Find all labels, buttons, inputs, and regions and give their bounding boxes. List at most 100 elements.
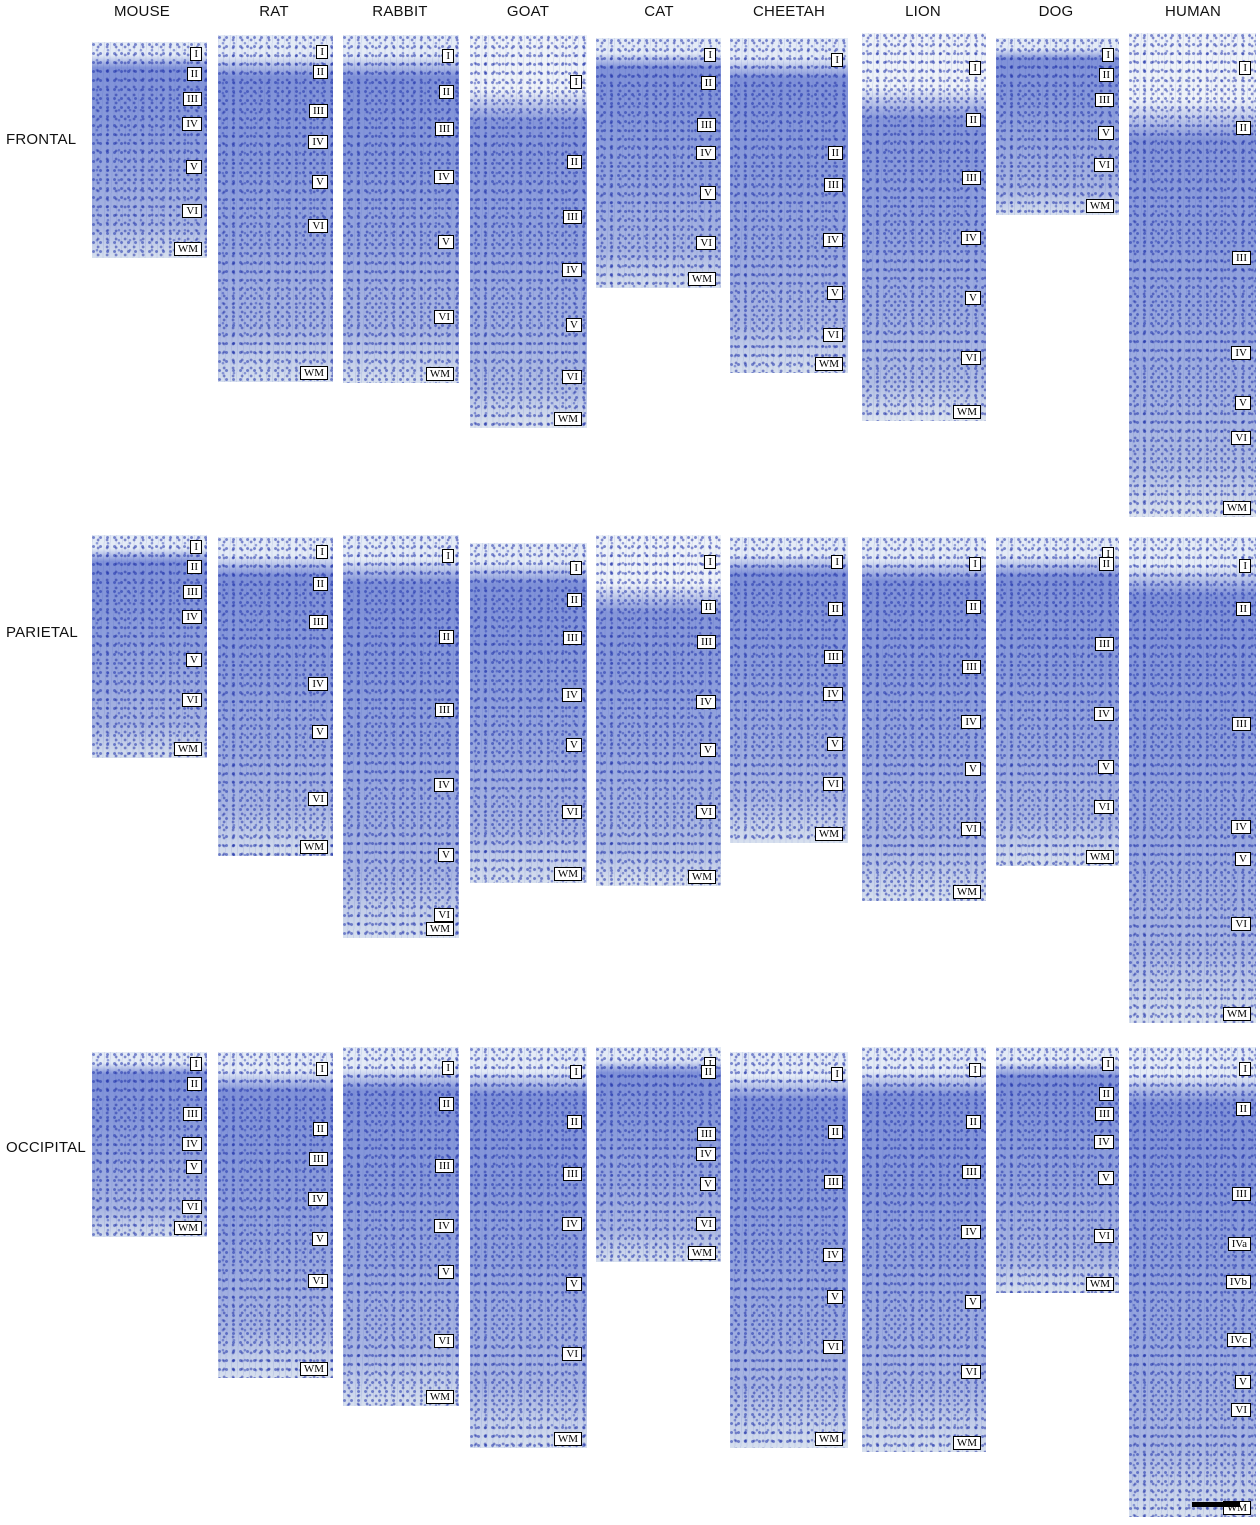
layer-label: VI	[1094, 1229, 1114, 1243]
section-frontal-mouse: I II III IV V VI WM	[92, 42, 207, 258]
layer-label: IV	[823, 1248, 843, 1262]
layer-label: II	[566, 155, 582, 169]
layer-label: III	[309, 1152, 328, 1166]
layer-label: II	[186, 560, 202, 574]
layer-label: III	[435, 1159, 454, 1173]
layer-label: VI	[1231, 431, 1251, 445]
layer-label: II	[700, 1065, 716, 1079]
layer-label: IV	[696, 695, 716, 709]
layer-label: IV	[562, 688, 582, 702]
layer-label: I	[1102, 48, 1114, 62]
section-parietal-rat: I II III IV V VI WM	[218, 537, 333, 856]
layer-label: WM	[1222, 1007, 1251, 1021]
layer-label: I	[969, 557, 981, 571]
layer-label: VI	[823, 1340, 843, 1354]
layer-label: IV	[562, 1217, 582, 1231]
section-parietal-mouse: I II III IV V VI WM	[92, 535, 207, 758]
layer-label: II	[700, 76, 716, 90]
section-parietal-lion: I II III IV V VI WM	[862, 537, 986, 901]
layer-label: II	[1098, 68, 1114, 82]
section-parietal-rabbit: I II III IV V VI WM	[343, 535, 459, 938]
layer-label: III	[1232, 717, 1251, 731]
layer-label: III	[309, 615, 328, 629]
layer-label: WM	[1085, 199, 1114, 213]
layer-label: IV	[823, 233, 843, 247]
layer-label: IV	[696, 1147, 716, 1161]
layer-label: I	[831, 1067, 843, 1081]
layer-label: I	[831, 53, 843, 67]
layer-label: I	[190, 1057, 202, 1071]
layer-label: II	[566, 1115, 582, 1129]
layer-label: V	[186, 160, 202, 174]
layer-label: I	[442, 1061, 454, 1075]
layer-label: WM	[814, 1432, 843, 1446]
layer-label: II	[1235, 1102, 1251, 1116]
layer-label: VI	[961, 822, 981, 836]
layer-label: WM	[425, 922, 454, 936]
section-occipital-goat: I II III IV V VI WM	[470, 1047, 587, 1448]
layer-label: VI	[562, 805, 582, 819]
layer-label: VI	[182, 204, 202, 218]
layer-label: V	[700, 186, 716, 200]
layer-label: WM	[553, 412, 582, 426]
layer-label: III	[697, 118, 716, 132]
layer-label: I	[969, 61, 981, 75]
layer-label: IV	[308, 135, 328, 149]
layer-label: III	[1095, 637, 1114, 651]
section-frontal-cheetah: I II III IV V VI WM	[730, 38, 848, 373]
layer-label: III	[563, 631, 582, 645]
layer-label: IV	[182, 610, 202, 624]
layer-label: WM	[952, 885, 981, 899]
layer-label: V	[700, 743, 716, 757]
layer-label: I	[190, 540, 202, 554]
layer-label: II	[566, 593, 582, 607]
layer-label: V	[965, 1295, 981, 1309]
layer-label: VI	[308, 219, 328, 233]
layer-label: III	[824, 1175, 843, 1189]
layer-label: III	[183, 1107, 202, 1121]
layer-label: I	[316, 45, 328, 59]
layer-label: IV	[1231, 346, 1251, 360]
layer-label: I	[1239, 559, 1251, 573]
layer-label: V	[965, 762, 981, 776]
layer-label: V	[438, 1265, 454, 1279]
layer-label: VI	[182, 693, 202, 707]
layer-label: IVb	[1225, 1275, 1251, 1289]
section-frontal-dog: I II III V VI WM	[996, 38, 1119, 215]
layer-label: V	[1235, 396, 1251, 410]
layer-label: VI	[961, 351, 981, 365]
section-frontal-rat: I II III IV V VI WM	[218, 35, 333, 382]
region-label-occipital: OCCIPITAL	[6, 1139, 86, 1156]
region-label-parietal: PARIETAL	[6, 624, 78, 641]
layer-label: I	[831, 555, 843, 569]
layer-label: WM	[952, 1436, 981, 1450]
layer-label: V	[965, 291, 981, 305]
layer-label: WM	[425, 367, 454, 381]
layer-label: VI	[182, 1200, 202, 1214]
layer-label: IV	[823, 687, 843, 701]
layer-label: II	[1235, 121, 1251, 135]
species-header-rabbit: RABBIT	[372, 3, 428, 20]
layer-label: V	[312, 175, 328, 189]
layer-label: V	[1235, 852, 1251, 866]
layer-label: II	[827, 1125, 843, 1139]
layer-label: V	[566, 1277, 582, 1291]
layer-label: III	[962, 171, 981, 185]
layer-label: V	[827, 1290, 843, 1304]
species-header-lion: LION	[905, 3, 941, 20]
layer-label: V	[1098, 1171, 1114, 1185]
layer-label: I	[442, 549, 454, 563]
layer-label: II	[186, 1077, 202, 1091]
layer-label: IV	[961, 715, 981, 729]
layer-label: IV	[308, 677, 328, 691]
section-frontal-goat: I II III IV V VI WM	[470, 35, 587, 428]
layer-label: V	[312, 1232, 328, 1246]
layer-label: WM	[687, 1246, 716, 1260]
layer-label: III	[563, 210, 582, 224]
layer-label: V	[438, 848, 454, 862]
layer-label: I	[704, 48, 716, 62]
layer-label: VI	[434, 908, 454, 922]
section-parietal-dog: I II III IV V VI WM	[996, 537, 1119, 866]
layer-label: WM	[553, 867, 582, 881]
layer-label: VI	[1231, 1403, 1251, 1417]
